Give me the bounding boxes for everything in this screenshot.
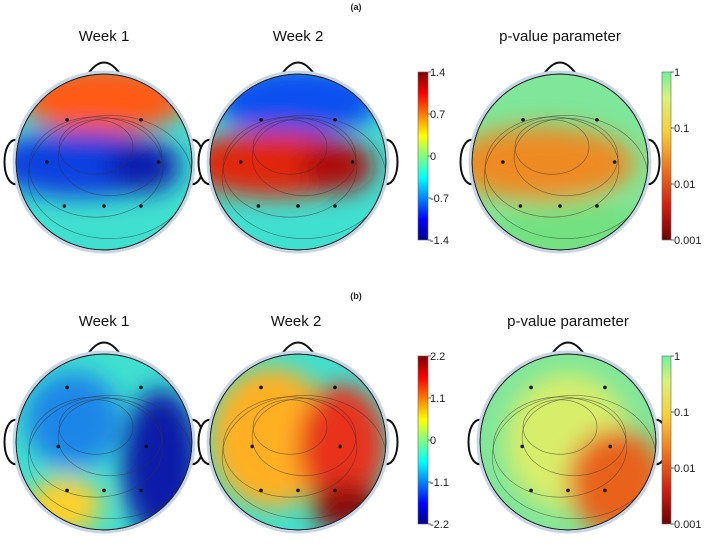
electrode-marker [45,160,49,164]
electrode-marker [102,488,106,493]
colorbar-tick-label: 0.1 [674,407,689,419]
head-outline [209,73,387,251]
topomap-a-p-value [459,61,661,254]
electrode-marker [102,204,106,208]
electrode-marker [139,117,143,122]
colorbar-gradient [661,355,672,525]
electrode-marker [338,444,343,449]
electrode-marker [296,488,300,493]
pvalue-colorbar-a: 1 0.1 0.01 0.001 [661,67,702,247]
colorbar-tick-label: 0.1 [674,123,689,135]
electrode-marker [501,160,505,164]
electrode-marker [139,488,143,493]
colorbar-tick-label: -1.1 [430,477,449,489]
electrode-marker [333,385,337,390]
electrode-marker [518,204,523,208]
activation-blob [106,140,181,193]
title-b-pvalue: p-value parameter [507,313,629,330]
electrode-marker [56,444,61,449]
head-outline [209,353,387,531]
head-rim [476,350,660,534]
electrode-marker [156,160,161,164]
colorbar-tick-label: 0.001 [674,519,702,531]
colorbar-gradient [661,71,672,241]
colorbar-tick-label: 1 [674,67,680,79]
panel-label-a: (a) [350,2,362,12]
electrode-marker [62,204,67,208]
colorbar-tick-label: 0.001 [674,235,702,247]
head-outline [15,73,193,251]
electrode-marker [65,488,69,493]
head-outline [15,353,193,531]
amplitude-colorbar-a: 1.4 0.7 0 -0.7 -1.4 [417,67,449,247]
electrode-marker [608,444,613,449]
electrode-marker [595,204,599,208]
electrode-marker [144,444,149,449]
electrode-marker [529,385,533,390]
colorbar-tick-label: 1.4 [430,67,445,79]
colorbar-tick-label: 1.1 [430,393,445,405]
electrode-marker [65,117,69,122]
colorbar-tick-label: 1 [674,351,680,363]
colorbar-tick-label: 0 [430,435,436,447]
title-b-week-2: Week 2 [270,313,322,330]
electrode-marker [259,488,263,493]
electrode-marker [350,160,355,164]
head-outline [471,73,649,251]
electrode-marker [520,444,525,449]
title-a-pvalue: p-value parameter [499,28,621,45]
head-rim [206,350,390,534]
head-rim [12,350,196,534]
colorbar-tick-label: 2.2 [430,351,445,363]
electrode-marker [139,204,143,208]
topomap-a-week-2 [197,61,399,254]
title-a-week-2: Week 2 [272,28,324,45]
electrode-marker [612,160,617,164]
electrode-marker [250,444,255,449]
colorbar-tick-label: 0.7 [430,109,445,121]
panel-label-b: (b) [350,291,362,301]
electrode-marker [333,117,337,122]
pvalue-colorbar-b: 1 0.1 0.01 0.001 [661,351,702,531]
amplitude-colorbar-b: 2.2 1.1 0 -1.1 -2.2 [417,351,449,531]
colorbar-tick-label: -2.2 [430,519,449,531]
electrode-marker [558,204,562,208]
title-a-week-1: Week 1 [78,28,130,45]
electrode-marker [256,204,261,208]
topomap-b-week-1 [3,341,205,534]
head-rim [12,70,196,254]
topomap-b-week-2 [197,341,399,534]
electrode-marker [239,160,243,164]
colorbar-tick-label: 0.01 [674,179,695,191]
electrode-marker [529,488,533,493]
activation-blob [472,126,635,201]
colorbar-tick-label: 0 [430,151,436,163]
electrode-marker [521,117,525,122]
colorbar-tick-label: -0.7 [430,193,449,205]
topomap-b-p-value [467,341,669,534]
activation-blob [300,140,375,193]
electrode-marker [603,385,607,390]
colorbar-tick-label: 0.01 [674,463,695,475]
title-b-week-1: Week 1 [78,313,130,330]
electrode-marker [333,488,337,493]
electrode-marker [65,385,69,390]
head-rim [468,70,652,254]
activation-blob [214,74,382,136]
head-rim [206,70,390,254]
electrode-marker [603,488,607,493]
electrode-marker [139,385,143,390]
electrode-marker [333,204,337,208]
electrode-marker [566,488,570,493]
head-outline [479,353,657,531]
electrode-marker [259,385,263,390]
colorbar-tick-label: -1.4 [430,235,449,247]
topomap-a-week-1 [3,61,205,254]
colorbar-gradient [417,71,429,241]
electrode-marker [595,117,599,122]
electrode-marker [296,204,300,208]
electrode-marker [259,117,263,122]
colorbar-gradient [417,355,429,525]
